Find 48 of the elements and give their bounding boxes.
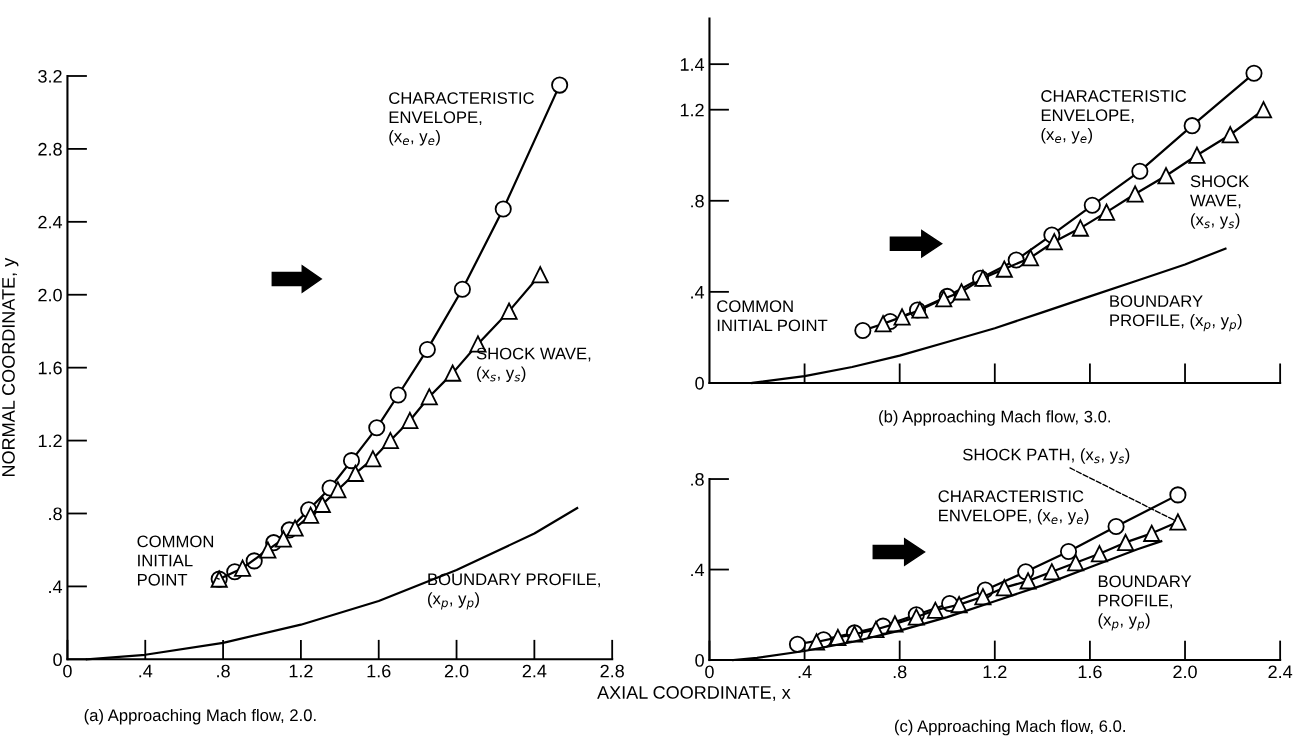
y-tick-label: 1.2: [38, 434, 62, 448]
x-tick-label: 1.2: [289, 664, 313, 678]
x-tick-label: .4: [139, 664, 153, 678]
annotation: BOUNDARY PROFILE, (x$_{p}$, y$_{p}$): [1098, 575, 1192, 631]
y-tick-label: .4: [691, 285, 705, 299]
y-tick-label: 0: [695, 654, 704, 667]
y-tick-label: 1.4: [680, 58, 705, 71]
y-tick-label: .4: [691, 563, 705, 577]
y-tick-label: 3.2: [38, 69, 62, 83]
y-tick-label: .4: [49, 580, 63, 593]
text: (a) Approaching Mach flow, 2.0.: [84, 708, 316, 725]
annotation: CHARACTERISTIC ENVELOPE, (x$_{e}$, y$_{e}$): [938, 490, 1089, 525]
annotation: BOUNDARY PROFILE, (x$_{p}$, y$_{p}$): [428, 573, 600, 610]
annotation: CHARACTERISTIC ENVELOPE, (x$_{e}$, y$_{e}$): [1041, 90, 1187, 144]
text: (c) Approaching Mach flow, 6.0.: [894, 719, 1125, 736]
annotation: COMMON INITIAL POINT: [717, 300, 828, 332]
x-tick-label: 1.2: [983, 665, 1007, 679]
y-tick-label: .8: [49, 507, 62, 521]
annotation: COMMON INITIAL POINT: [137, 535, 214, 586]
x-axis-title: AXIAL COORDINATE, x: [597, 686, 791, 701]
x-tick-label: 2.0: [1173, 665, 1197, 679]
x-tick-label: 2.4: [522, 664, 547, 678]
annotation: BOUNDARY PROFILE, (x$_{p}$, y$_{p}$): [1110, 295, 1242, 332]
x-tick-label: 2.8: [600, 664, 624, 678]
y-tick-label: 1.2: [680, 103, 704, 117]
y-tick-label: .8: [691, 472, 704, 486]
y-tick-label: .8: [691, 194, 704, 208]
x-tick-label: 0: [705, 665, 714, 679]
y-tick-label: 0: [695, 376, 704, 390]
y-axis-title: NORMAL COORDINATE, y: [2, 257, 19, 477]
y-tick-label: 1.6: [38, 361, 62, 375]
x-tick-label: 1.6: [367, 664, 391, 678]
annotation: SHOCK PATH, (x$_{s}$, y$_{s}$): [963, 448, 1130, 464]
annotation: CHARACTERISTIC ENVELOPE, (x$_{e}$, y$_{e}$): [389, 92, 534, 146]
x-tick-label: .8: [893, 665, 907, 679]
y-tick-label: 2.8: [38, 142, 62, 156]
y-tick-label: 2.4: [38, 215, 63, 229]
annotation: SHOCK WAVE, (x$_{s}$, y$_{s}$): [1190, 175, 1250, 229]
annotation: SHOCK WAVE, (x$_{s}$, y$_{s}$): [476, 347, 591, 382]
y-tick-label: 2.0: [38, 288, 62, 302]
x-tick-label: 1.6: [1078, 665, 1102, 679]
x-tick-label: 0: [63, 664, 72, 678]
y-tick-label: 0: [53, 653, 62, 667]
text: (b) Approaching Mach flow, 3.0.: [879, 410, 1111, 426]
x-tick-label: .8: [217, 664, 230, 678]
x-tick-label: 2.4: [1268, 665, 1293, 679]
x-tick-label: .4: [798, 665, 812, 679]
x-tick-label: 2.0: [444, 664, 469, 678]
